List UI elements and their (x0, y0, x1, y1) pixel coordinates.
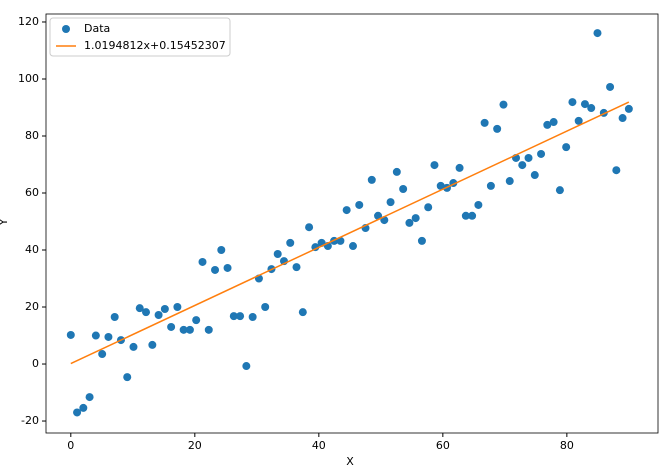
data-point (367, 175, 376, 184)
data-point (91, 331, 100, 340)
data-point (424, 203, 433, 212)
fit-line (70, 101, 630, 365)
y-tick-label: -20 (21, 414, 39, 427)
data-point (555, 186, 564, 195)
data-point (261, 303, 270, 312)
data-point (468, 211, 477, 220)
data-point (217, 246, 226, 255)
data-point (493, 124, 502, 133)
data-point (148, 340, 157, 349)
data-point (624, 104, 633, 113)
data-point (66, 330, 75, 339)
data-point (348, 242, 357, 251)
data-point (104, 332, 113, 341)
data-point (98, 350, 107, 359)
data-point (292, 263, 301, 272)
y-axis-label: Y (0, 218, 10, 226)
data-point (167, 322, 176, 331)
x-tick-label: 20 (188, 439, 202, 452)
data-point (73, 408, 82, 417)
data-point (486, 181, 495, 190)
data-point (79, 403, 88, 412)
data-point (405, 218, 414, 227)
data-point (580, 100, 589, 109)
data-point (430, 161, 439, 170)
data-point (229, 312, 238, 321)
data-point (248, 312, 257, 321)
y-tick-label: 60 (25, 186, 39, 199)
x-tick-label: 40 (312, 439, 326, 452)
data-point (223, 263, 232, 272)
data-point (355, 200, 364, 209)
data-point (417, 236, 426, 245)
data-point (518, 161, 527, 170)
data-point (549, 118, 558, 127)
data-point (480, 118, 489, 127)
data-point (185, 325, 194, 334)
data-point (474, 200, 483, 209)
data-point (242, 362, 251, 371)
data-point (436, 181, 445, 190)
data-point (198, 257, 207, 266)
x-axis-label: X (346, 455, 354, 468)
legend-box (49, 17, 231, 57)
legend-label: Data (84, 22, 110, 35)
data-point (562, 143, 571, 152)
legend-marker (62, 25, 70, 33)
y-tick-label: 20 (25, 300, 39, 313)
data-point (236, 312, 245, 321)
data-point (392, 167, 401, 176)
data-point (154, 310, 163, 319)
data-point (286, 238, 295, 247)
data-point (461, 211, 470, 220)
data-point (568, 98, 577, 107)
legend: Data 1.0194812x+0.15452307 (49, 17, 231, 57)
x-tick-label: 80 (560, 439, 574, 452)
x-tick-label: 0 (67, 439, 74, 452)
y-tick-label: 120 (18, 15, 39, 28)
y-tick-label: 0 (32, 357, 39, 370)
data-point (499, 100, 508, 109)
x-tick-label: 60 (436, 439, 450, 452)
data-point (537, 149, 546, 158)
data-point (123, 373, 132, 382)
data-point (530, 171, 539, 180)
data-point (606, 82, 615, 91)
data-point (110, 312, 119, 321)
data-point (524, 153, 533, 162)
data-point (160, 305, 169, 314)
data-point (273, 249, 282, 258)
data-point (574, 116, 583, 125)
data-point (179, 325, 188, 334)
data-point (211, 265, 220, 274)
data-point (173, 303, 182, 312)
data-point (142, 308, 151, 317)
data-point (399, 185, 408, 194)
data-point (543, 120, 552, 129)
data-point (305, 223, 314, 232)
data-point (618, 114, 627, 123)
data-point (342, 206, 351, 215)
data-point (612, 166, 621, 175)
data-point (135, 304, 144, 313)
data-point (374, 211, 383, 220)
data-point (411, 214, 420, 223)
data-point (587, 104, 596, 113)
data-point (386, 198, 395, 207)
y-tick-label: 40 (25, 243, 39, 256)
plot-frame (45, 13, 659, 434)
data-point (192, 316, 201, 325)
data-point (85, 393, 94, 402)
data-point (204, 325, 213, 334)
legend-label: 1.0194812x+0.15452307 (84, 39, 226, 52)
data-point (129, 342, 138, 351)
data-point (505, 177, 514, 186)
data-point (298, 308, 307, 317)
y-tick-label: 100 (18, 72, 39, 85)
data-point (455, 163, 464, 172)
y-tick-label: 80 (25, 129, 39, 142)
data-point (593, 29, 602, 38)
